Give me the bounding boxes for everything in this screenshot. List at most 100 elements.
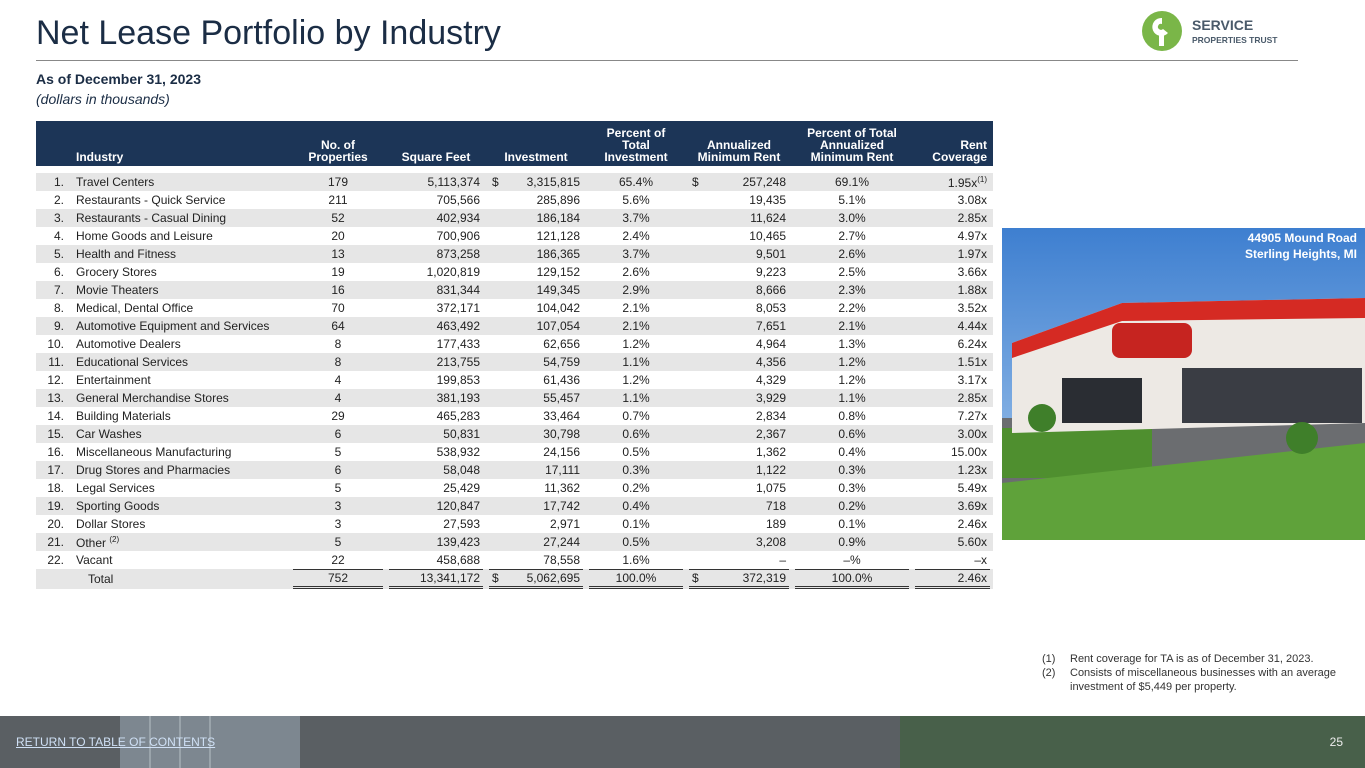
value: 3.52x [957, 301, 987, 315]
table-row: 3. Restaurants - Casual Dining 52 402,934 18… [36, 209, 993, 227]
value: 3.08x [957, 193, 987, 207]
industry-name: Other [76, 535, 107, 550]
value: 538,932 [436, 445, 480, 459]
industry-name: Health and Fitness [76, 247, 177, 261]
value: 104,042 [536, 301, 580, 315]
industry: Restaurants - Quick Service [70, 191, 290, 209]
value: 5.60x [957, 535, 987, 549]
cell: 3.52x [912, 299, 993, 317]
row-number: 10. [47, 337, 64, 351]
cell: 2.6% [586, 263, 686, 281]
industry: Building Materials [70, 407, 290, 425]
value: 0.3% [838, 481, 866, 495]
cell: 700,906 [386, 227, 486, 245]
cell: 24,156 [486, 443, 586, 461]
value: 7,651 [755, 319, 786, 333]
value: 27,244 [543, 535, 580, 549]
cell: 69.1% [792, 173, 912, 191]
cell: 0.6% [792, 425, 912, 443]
value: 1,122 [755, 463, 786, 477]
value: 33,464 [543, 409, 580, 423]
cell: 458,688 [386, 551, 486, 569]
column-header: Investment [486, 121, 586, 166]
industry: Travel Centers [70, 173, 290, 191]
value: 70 [331, 301, 345, 315]
industry: Vacant [70, 551, 290, 569]
value: 5 [334, 535, 342, 549]
cell: 70 [290, 299, 386, 317]
cell: –% [792, 551, 912, 569]
cell: 100.0% [586, 569, 686, 589]
value: 458,688 [436, 553, 480, 567]
value: 7.27x [957, 409, 987, 423]
row-number: 22. [47, 553, 64, 567]
cell: 0.5% [586, 443, 686, 461]
value: 30,798 [543, 427, 580, 441]
footnote: (2) Consists of miscellaneous businesses … [1042, 666, 1352, 694]
value: 1,075 [755, 481, 786, 495]
cell: 3.7% [586, 209, 686, 227]
value: 3,208 [755, 535, 786, 549]
value: 199,853 [436, 373, 480, 387]
value: 0.4% [622, 499, 650, 513]
cell: 7.27x [912, 407, 993, 425]
value: 831,344 [436, 283, 480, 297]
cell: 55,457 [486, 389, 586, 407]
cell: 0.9% [792, 533, 912, 551]
cell: 0.6% [586, 425, 686, 443]
cell: 873,258 [386, 245, 486, 263]
value: 61,436 [543, 373, 580, 387]
cell: 0.1% [792, 515, 912, 533]
cell: 33,464 [486, 407, 586, 425]
currency: $ [492, 571, 499, 585]
cell: 100.0% [792, 569, 912, 589]
title: Net Lease Portfolio by Industry [36, 14, 501, 52]
cell: 5,113,374 [386, 173, 486, 191]
cell: 104,042 [486, 299, 586, 317]
cell: 718 [686, 497, 792, 515]
logo-text: PROPERTIES TRUST [1192, 35, 1278, 45]
row-number: 9. [36, 317, 70, 335]
industry: Other (2) [70, 533, 290, 551]
industry: Automotive Dealers [70, 335, 290, 353]
cell: 17,111 [486, 461, 586, 479]
table-row: 5. Health and Fitness 13 873,258 186,365 3.7%… [36, 245, 993, 263]
table-row: 9. Automotive Equipment and Services 64 463… [36, 317, 993, 335]
cell: 2.1% [792, 317, 912, 335]
value: 2.1% [622, 319, 650, 333]
value: 17,742 [543, 499, 580, 513]
cell: 1.23x [912, 461, 993, 479]
value: 8 [334, 355, 342, 369]
footnote-ref: (2) [109, 534, 120, 544]
cell: 3.0% [792, 209, 912, 227]
industry-name: Vacant [76, 553, 113, 567]
cell: 13 [290, 245, 386, 263]
cell: 3 [290, 515, 386, 533]
cell: 3.66x [912, 263, 993, 281]
cell: 1,362 [686, 443, 792, 461]
cell: 538,932 [386, 443, 486, 461]
value: 1.2% [622, 337, 650, 351]
cell: – [686, 551, 792, 569]
industry-name: Restaurants - Casual Dining [76, 211, 227, 225]
toc-link[interactable]: RETURN TO TABLE OF CONTENTS [16, 735, 216, 749]
cell: 1.95x(1) [912, 173, 993, 191]
cell: 1.2% [792, 371, 912, 389]
industry-name: Automotive Equipment and Services [76, 319, 270, 333]
cell: 5 [290, 479, 386, 497]
value: 1.51x [957, 355, 987, 369]
cell: 5.6% [586, 191, 686, 209]
value: 0.6% [622, 427, 650, 441]
value: 62,656 [543, 337, 580, 351]
cell: 1.6% [586, 551, 686, 569]
cell: 463,492 [386, 317, 486, 335]
value: 4 [334, 391, 342, 405]
value: 129,152 [536, 265, 580, 279]
value: 11,362 [544, 481, 580, 495]
value: 19 [331, 265, 345, 279]
industry: Entertainment [70, 371, 290, 389]
cell: 9,223 [686, 263, 792, 281]
cell: 186,365 [486, 245, 586, 263]
cell: 6 [290, 425, 386, 443]
cell: 186,184 [486, 209, 586, 227]
